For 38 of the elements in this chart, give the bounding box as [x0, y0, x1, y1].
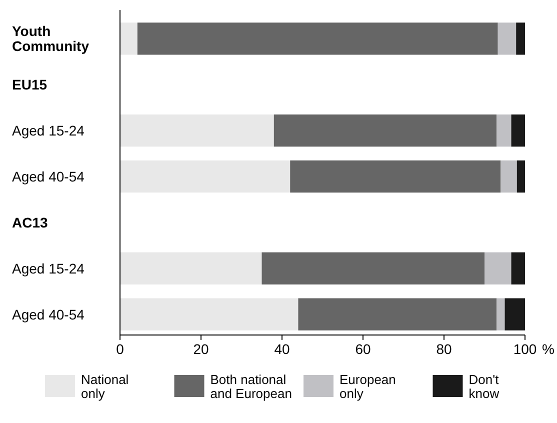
y-tick-label: AC13	[12, 214, 48, 230]
y-tick-label: Aged 40-54	[12, 168, 85, 184]
bar	[274, 114, 497, 147]
x-tick-label: 100	[513, 341, 537, 357]
legend-label: Don't know	[468, 372, 500, 400]
y-tick-label: Youth Community	[12, 23, 90, 54]
bar	[120, 160, 290, 193]
bar	[484, 252, 512, 284]
x-tick-label: 60	[355, 341, 371, 357]
legend-label: Both national and European	[210, 372, 292, 400]
bar	[290, 160, 501, 193]
bar	[511, 252, 525, 284]
x-tick-label: 80	[436, 341, 452, 357]
bar	[516, 160, 525, 193]
bar	[500, 160, 517, 193]
bar	[120, 298, 298, 330]
x-tick-label: 0	[116, 341, 124, 357]
legend-label: European only	[340, 372, 396, 400]
x-tick-label: 20	[193, 341, 209, 357]
y-tick-label: Aged 40-54	[12, 306, 85, 322]
bar	[516, 22, 525, 55]
y-tick-label: EU15	[12, 76, 48, 93]
bar	[504, 298, 525, 330]
legend-label: National only	[81, 372, 129, 400]
bar	[498, 22, 516, 55]
y-tick-label: Aged 15-24	[12, 122, 85, 139]
bar	[262, 252, 484, 284]
y-tick-label: Aged 15-24	[12, 260, 85, 276]
bar	[120, 114, 274, 147]
bar	[496, 298, 505, 330]
bar	[511, 114, 525, 147]
bar	[298, 298, 497, 330]
x-tick-label: 40	[274, 341, 290, 357]
x-axis-title: %	[542, 341, 554, 357]
bar	[120, 22, 138, 55]
bar	[137, 22, 498, 55]
bar	[496, 114, 512, 147]
bar	[120, 252, 262, 284]
